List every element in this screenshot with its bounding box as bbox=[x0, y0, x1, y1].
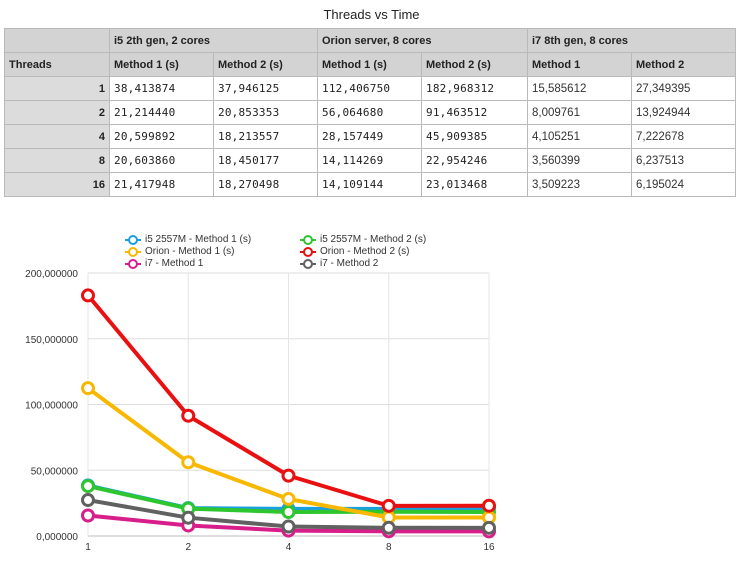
y-tick-label: 50,000000 bbox=[31, 466, 79, 477]
legend-item: Orion - Method 2 (s) bbox=[300, 246, 409, 257]
column-header-threads: Threads bbox=[4, 52, 110, 77]
x-tick-label: 4 bbox=[286, 542, 292, 553]
row-header: 8 bbox=[4, 148, 110, 173]
table-cell: 7,222678 bbox=[631, 124, 736, 149]
data-point-5 bbox=[482, 520, 496, 535]
x-tick-label: 8 bbox=[386, 542, 392, 553]
data-point-3 bbox=[482, 498, 496, 513]
legend-label: i5 2557M - Method 1 (s) bbox=[145, 234, 252, 245]
column-header: Method 2 (s) bbox=[213, 52, 318, 77]
table-cell: 15,585612 bbox=[527, 76, 632, 101]
legend-label: Orion - Method 1 (s) bbox=[145, 246, 235, 257]
group-header-i7: i7 8th gen, 8 cores bbox=[527, 28, 736, 53]
table-cell: 38,413874 bbox=[109, 76, 214, 101]
table-cell: 28,157449 bbox=[317, 124, 422, 149]
y-tick-label: 0,000000 bbox=[36, 532, 78, 543]
y-tick-label: 200,000000 bbox=[25, 269, 78, 280]
data-point-2 bbox=[281, 491, 296, 506]
table-cell: 91,463512 bbox=[421, 100, 528, 125]
table-row: 16 21,417948 18,270498 14,109144 23,0134… bbox=[4, 172, 736, 197]
table-cell: 14,114269 bbox=[317, 148, 422, 173]
table-cell: 18,270498 bbox=[213, 172, 318, 197]
group-header-i5: i5 2th gen, 2 cores bbox=[109, 28, 318, 53]
table-cell: 21,417948 bbox=[109, 172, 214, 197]
legend-swatch bbox=[300, 246, 316, 257]
table-cell: 18,450177 bbox=[213, 148, 318, 173]
line-chart: 0,000000 50,000000 100,000000 150,000000 200… bbox=[25, 269, 496, 553]
legend-label: i5 2557M - Method 2 (s) bbox=[320, 234, 427, 245]
data-point-1 bbox=[81, 479, 95, 494]
legend-item: Orion - Method 1 (s) bbox=[125, 246, 234, 257]
legend-swatch bbox=[125, 258, 141, 269]
x-tick-label: 16 bbox=[483, 542, 495, 553]
column-header: Method 1 (s) bbox=[109, 52, 214, 77]
legend-swatch bbox=[300, 234, 316, 245]
row-header: 4 bbox=[4, 124, 110, 149]
legend-swatch bbox=[125, 234, 141, 245]
data-point-4 bbox=[81, 508, 95, 523]
row-header: 16 bbox=[4, 172, 110, 197]
column-header: Method 2 (s) bbox=[421, 52, 528, 77]
y-tick-label: 150,000000 bbox=[25, 335, 78, 346]
data-point-5 bbox=[281, 519, 296, 534]
table-cell: 3,560399 bbox=[527, 148, 632, 173]
legend-label: Orion - Method 2 (s) bbox=[320, 246, 410, 257]
legend-label: i7 - Method 1 bbox=[145, 258, 204, 269]
data-point-3 bbox=[281, 468, 296, 483]
data-point-2 bbox=[181, 455, 196, 470]
table-cell: 18,213557 bbox=[213, 124, 318, 149]
table-cell: 14,109144 bbox=[317, 172, 422, 197]
table-cell: 22,954246 bbox=[421, 148, 528, 173]
table-cell: 45,909385 bbox=[421, 124, 528, 149]
table-cell: 182,968312 bbox=[421, 76, 528, 101]
table-cell: 20,603860 bbox=[109, 148, 214, 173]
row-header: 2 bbox=[4, 100, 110, 125]
column-header: Method 2 bbox=[631, 52, 736, 77]
x-tick-label: 1 bbox=[85, 542, 91, 553]
legend-item: i7 - Method 1 bbox=[125, 258, 203, 269]
chart-title: Threads vs Time bbox=[323, 7, 420, 22]
y-tick-label: 100,000000 bbox=[25, 401, 78, 412]
table-cell: 20,599892 bbox=[109, 124, 214, 149]
table-cell: 6,195024 bbox=[631, 172, 736, 197]
legend-swatch bbox=[125, 246, 141, 257]
data-point-5 bbox=[381, 520, 396, 535]
table-cell: 56,064680 bbox=[317, 100, 422, 125]
legend-swatch bbox=[300, 258, 316, 269]
corner-cell bbox=[4, 28, 110, 53]
data-point-5 bbox=[81, 493, 95, 508]
table-row: 2 21,214440 20,853353 56,064680 91,46351… bbox=[4, 100, 736, 125]
table-row: 1 38,413874 37,946125 112,406750 182,968… bbox=[4, 76, 736, 101]
legend-label: i7 - Method 2 bbox=[320, 258, 379, 269]
x-tick-label: 2 bbox=[185, 542, 191, 553]
data-point-3 bbox=[181, 408, 196, 423]
legend-item: i7 - Method 2 bbox=[300, 258, 378, 269]
data-point-1 bbox=[281, 505, 296, 520]
table-cell: 4,105251 bbox=[527, 124, 632, 149]
data-table: i5 2th gen, 2 cores Orion server, 8 core… bbox=[4, 28, 736, 197]
table-row: 4 20,599892 18,213557 28,157449 45,90938… bbox=[4, 124, 736, 149]
table-cell: 23,013468 bbox=[421, 172, 528, 197]
column-header: Method 1 bbox=[527, 52, 632, 77]
table-cell: 37,946125 bbox=[213, 76, 318, 101]
table-cell: 13,924944 bbox=[631, 100, 736, 125]
table-cell: 21,214440 bbox=[109, 100, 214, 125]
data-point-3 bbox=[81, 288, 95, 303]
legend-item: i5 2557M - Method 1 (s) bbox=[125, 234, 251, 245]
column-header: Method 1 (s) bbox=[317, 52, 422, 77]
table-cell: 6,237513 bbox=[631, 148, 736, 173]
data-point-5 bbox=[181, 510, 196, 525]
data-point-2 bbox=[81, 381, 95, 396]
table-cell: 27,349395 bbox=[631, 76, 736, 101]
table-cell: 3,509223 bbox=[527, 172, 632, 197]
table-cell: 112,406750 bbox=[317, 76, 422, 101]
legend-item: i5 2557M - Method 2 (s) bbox=[300, 234, 426, 245]
table-cell: 8,009761 bbox=[527, 100, 632, 125]
table-cell: 20,853353 bbox=[213, 100, 318, 125]
table-row: 8 20,603860 18,450177 14,114269 22,95424… bbox=[4, 148, 736, 173]
group-header-orion: Orion server, 8 cores bbox=[317, 28, 528, 53]
row-header: 1 bbox=[4, 76, 110, 101]
data-point-3 bbox=[381, 498, 396, 513]
